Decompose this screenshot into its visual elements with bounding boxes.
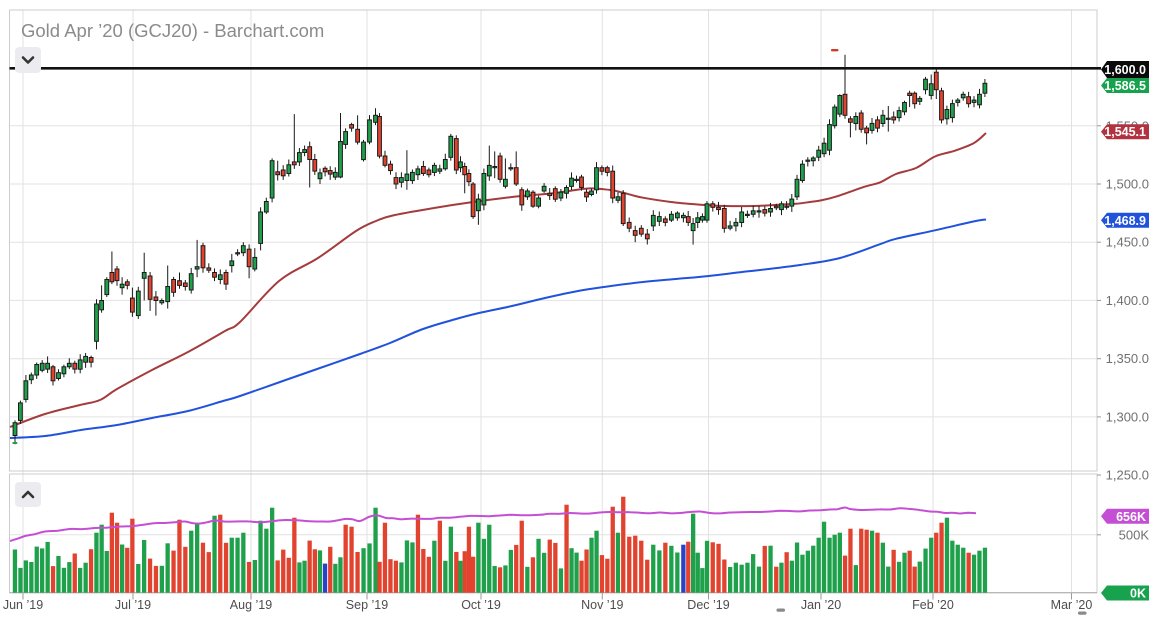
svg-text:1,600.0: 1,600.0 [1104, 63, 1146, 77]
svg-text:500K: 500K [1119, 528, 1150, 543]
svg-text:Jun ’19: Jun ’19 [3, 598, 43, 612]
svg-text:Aug ’19: Aug ’19 [230, 598, 272, 612]
svg-text:1,450.0: 1,450.0 [1106, 235, 1149, 250]
svg-text:Jan ’20: Jan ’20 [801, 598, 841, 612]
svg-text:1,350.0: 1,350.0 [1106, 351, 1149, 366]
svg-text:656K: 656K [1116, 510, 1146, 524]
svg-text:Nov ’19: Nov ’19 [581, 598, 623, 612]
svg-text:1,400.0: 1,400.0 [1106, 293, 1149, 308]
svg-text:1,586.5: 1,586.5 [1104, 79, 1146, 93]
svg-text:0K: 0K [1130, 587, 1146, 601]
svg-text:Dec ’19: Dec ’19 [687, 598, 729, 612]
svg-text:1,545.1: 1,545.1 [1104, 125, 1146, 139]
svg-text:Oct ’19: Oct ’19 [461, 598, 501, 612]
svg-text:Feb ’20: Feb ’20 [912, 598, 954, 612]
svg-text:Gold Apr ’20 (GCJ20) - Barchar: Gold Apr ’20 (GCJ20) - Barchart.com [21, 20, 324, 41]
svg-text:Mar ’20: Mar ’20 [1051, 598, 1093, 612]
svg-text:1,250.0: 1,250.0 [1106, 468, 1149, 483]
svg-text:1,300.0: 1,300.0 [1106, 409, 1149, 424]
svg-text:1,468.9: 1,468.9 [1104, 214, 1146, 228]
svg-text:1,500.0: 1,500.0 [1106, 177, 1149, 192]
svg-text:Sep ’19: Sep ’19 [346, 598, 388, 612]
svg-text:Jul ’19: Jul ’19 [115, 598, 151, 612]
